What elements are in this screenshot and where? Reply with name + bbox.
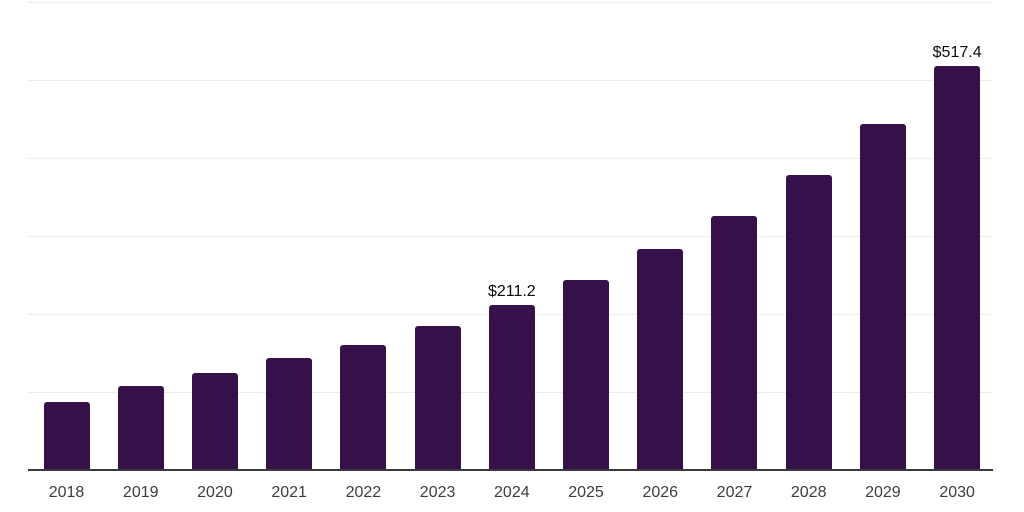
gridline — [28, 235, 993, 237]
x-tick-label: 2021 — [271, 484, 307, 501]
bar — [191, 373, 238, 470]
bar — [43, 402, 90, 470]
x-tick-label: 2018 — [48, 484, 85, 501]
x-tick-label: 2028 — [790, 484, 827, 501]
bar — [488, 305, 535, 470]
gridline — [28, 157, 993, 159]
gridline — [28, 1, 993, 3]
bar — [934, 65, 981, 470]
bar — [414, 326, 461, 470]
bar — [117, 385, 164, 470]
x-tick-label: 2025 — [568, 484, 604, 501]
x-tick-label: 2023 — [419, 484, 456, 501]
bar — [563, 279, 610, 470]
x-tick-label: 2022 — [345, 484, 382, 501]
bar — [637, 248, 684, 470]
gridline — [28, 79, 993, 81]
x-tick-label: 2026 — [642, 484, 679, 501]
bar — [859, 123, 906, 470]
x-tick-label: 2019 — [122, 484, 159, 501]
bar-value-label: $211.2 — [487, 283, 536, 301]
x-axis-line — [28, 469, 993, 471]
x-tick-label: 2030 — [939, 484, 975, 501]
x-tick-label: 2027 — [716, 484, 753, 501]
x-tick-label: 2020 — [197, 484, 233, 501]
bar — [785, 174, 832, 470]
bar — [340, 344, 387, 470]
x-tick-label: 2029 — [865, 484, 901, 501]
x-tick-label: 2024 — [494, 484, 530, 501]
bar — [711, 216, 758, 470]
bar — [266, 358, 313, 470]
bar-value-label: $517.4 — [932, 43, 982, 61]
